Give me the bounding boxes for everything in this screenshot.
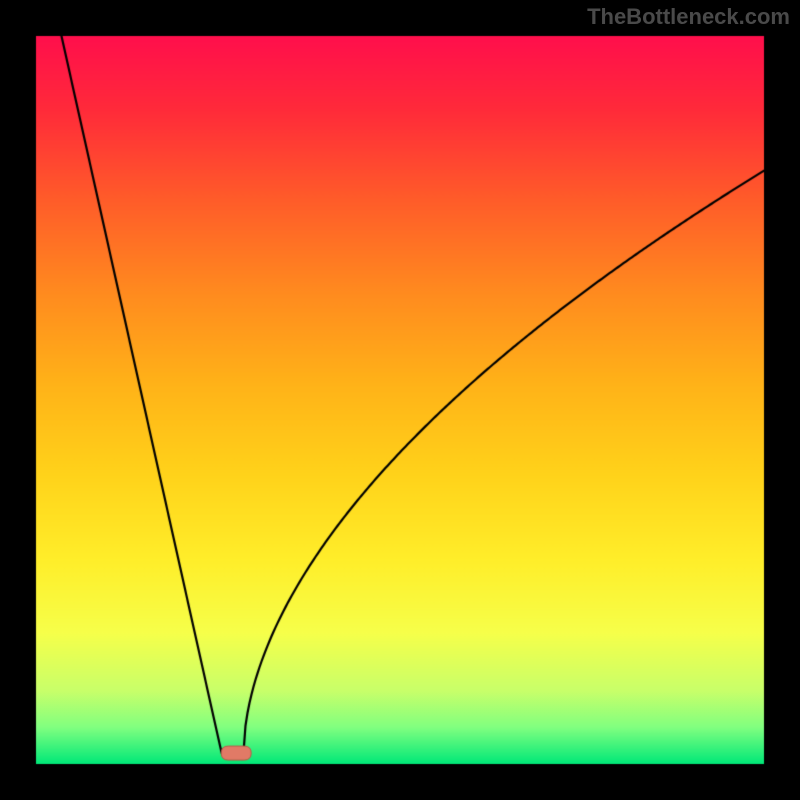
bottleneck-chart-canvas xyxy=(0,0,800,800)
chart-container: TheBottleneck.com xyxy=(0,0,800,800)
